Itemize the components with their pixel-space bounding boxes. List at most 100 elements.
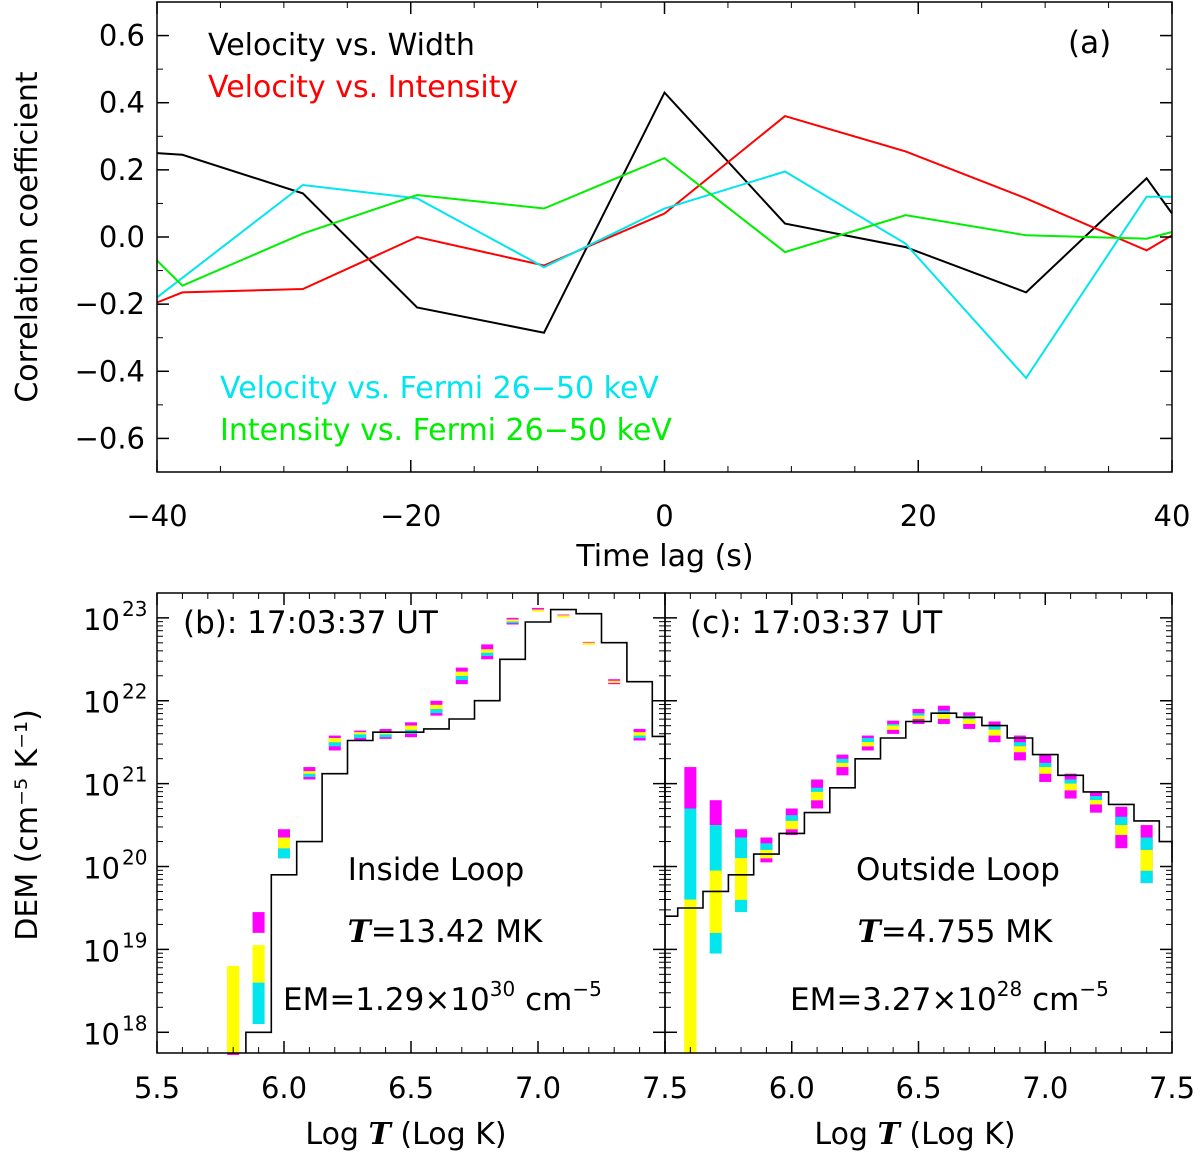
panel-c-xlabel-var: T bbox=[878, 1117, 903, 1152]
dem-error-segment bbox=[303, 773, 316, 777]
ytick-label-1e22: 10 bbox=[83, 686, 120, 720]
dem-error-segment bbox=[709, 800, 722, 826]
dem-error-core bbox=[912, 715, 925, 719]
dem-error-segment bbox=[811, 787, 824, 792]
panel-b-xlabel-suffix: (Log K) bbox=[391, 1117, 507, 1152]
dem-error-segment bbox=[735, 829, 748, 838]
dem-error-segment bbox=[735, 899, 748, 913]
legend-velocity-fermi: Velocity vs. Fermi 26−50 keV bbox=[220, 371, 659, 406]
panel-b-xlabel: Log T (Log K) bbox=[305, 1117, 506, 1152]
panel-b-em-exp: 30 bbox=[490, 977, 515, 1001]
dem-error-core bbox=[354, 732, 367, 735]
ytick-exponent-19: 19 bbox=[122, 928, 147, 952]
dem-error-segment bbox=[328, 742, 341, 747]
panel-c-em: EM=3.27×1028 cm−5 bbox=[790, 977, 1109, 1018]
dem-step-line bbox=[245, 608, 666, 1053]
dem-error-segment bbox=[785, 815, 798, 821]
dem-error-core bbox=[455, 671, 468, 676]
a-ytick-label: 0.4 bbox=[99, 86, 145, 120]
dem-step-line bbox=[665, 712, 1173, 917]
dem-error-core bbox=[1140, 849, 1153, 871]
dem-error-core bbox=[481, 649, 494, 653]
dem-error-segment bbox=[988, 725, 1001, 730]
a-xtick-label: 40 bbox=[1154, 499, 1191, 533]
dem-error-segment bbox=[227, 1053, 240, 1055]
dem-error-core bbox=[1064, 783, 1077, 791]
c-xtick-label: 7.0 bbox=[1022, 1071, 1068, 1105]
dem-error-core bbox=[1089, 800, 1102, 805]
dem-error-core bbox=[811, 791, 824, 801]
a-xtick-label: −40 bbox=[126, 499, 187, 533]
series-line-1 bbox=[156, 114, 1173, 304]
dem-error-core bbox=[861, 742, 874, 747]
legend-velocity-width: Velocity vs. Width bbox=[208, 28, 475, 63]
panel-c-em-unit-exp: −5 bbox=[1079, 977, 1108, 1001]
panel-c-em-exp: 28 bbox=[997, 977, 1022, 1001]
panel-b-t-value: =13.42 MK bbox=[371, 914, 543, 950]
c-xtick-label: 7.5 bbox=[1149, 1071, 1195, 1105]
dem-error-core bbox=[709, 870, 722, 933]
series-line-0 bbox=[156, 90, 1173, 334]
panel-c-em-unit: cm bbox=[1022, 982, 1079, 1018]
dem-error-core bbox=[405, 725, 417, 730]
dem-error-core bbox=[785, 820, 798, 830]
a-ytick-label: −0.4 bbox=[75, 354, 145, 388]
dem-error-core bbox=[1039, 767, 1052, 774]
dem-error-segment bbox=[912, 713, 925, 716]
legend-intensity-fermi: Intensity vs. Fermi 26−50 keV bbox=[220, 413, 672, 448]
ytick-exponent-23: 23 bbox=[122, 597, 147, 621]
panel-c-title: (c): 17:03:37 UT bbox=[690, 605, 943, 641]
b-xtick-label: 6.5 bbox=[388, 1071, 434, 1105]
b-xtick-label: 5.5 bbox=[134, 1071, 180, 1105]
ytick-exponent-20: 20 bbox=[122, 846, 147, 870]
dem-error-core bbox=[506, 619, 519, 622]
a-xtick-label: 20 bbox=[900, 499, 937, 533]
series-line-2 bbox=[156, 170, 1172, 380]
dem-error-segment bbox=[252, 912, 265, 933]
panel-c-xlabel: Log T (Log K) bbox=[814, 1117, 1015, 1152]
dem-error-core bbox=[633, 732, 646, 736]
dem-error-core bbox=[684, 899, 697, 1053]
ytick-exponent-21: 21 bbox=[122, 763, 147, 787]
dem-error-core bbox=[1115, 825, 1128, 836]
panel-c-xlabel-suffix: (Log K) bbox=[900, 1117, 1016, 1152]
panel-b-temperature: T=13.42 MK bbox=[348, 914, 543, 950]
c-xtick-label: 6.5 bbox=[895, 1071, 941, 1105]
a-ytick-label: 0.2 bbox=[99, 153, 145, 187]
ytick-label-1e18: 10 bbox=[83, 1017, 120, 1051]
dem-error-segment bbox=[1013, 742, 1026, 747]
series-line-3 bbox=[156, 156, 1173, 287]
panel-b-title: (b): 17:03:37 UT bbox=[183, 605, 439, 641]
panel-a-ylabel: Correlation coefficient bbox=[10, 71, 45, 403]
dem-error-core bbox=[937, 713, 950, 719]
panel-c-t-value: =4.755 MK bbox=[881, 914, 1053, 950]
panel-b-region: Inside Loop bbox=[348, 852, 525, 888]
dem-error-segment bbox=[633, 735, 646, 739]
ytick-exponent-18: 18 bbox=[122, 1011, 147, 1035]
dem-error-segment bbox=[430, 709, 443, 714]
dem-error-core bbox=[252, 945, 265, 983]
ytick-label-1e20: 10 bbox=[83, 852, 120, 886]
a-ytick-label: 0.0 bbox=[99, 220, 145, 254]
panel-b-t-var: T bbox=[348, 914, 373, 950]
b-xtick-label: 7.0 bbox=[515, 1071, 561, 1105]
dem-error-segment bbox=[684, 808, 697, 900]
a-xtick-label: 0 bbox=[655, 499, 673, 533]
b-xtick-label: 7.5 bbox=[642, 1071, 688, 1105]
dem-error-segment bbox=[455, 675, 468, 681]
panel-c-region: Outside Loop bbox=[856, 852, 1060, 888]
dem-error-segment bbox=[481, 652, 494, 656]
dem-error-core bbox=[303, 771, 316, 774]
panel-b-em-prefix: EM=1.29×10 bbox=[283, 982, 490, 1018]
dem-error-core bbox=[379, 732, 392, 735]
dem-error-core bbox=[963, 718, 976, 724]
dem-error-core bbox=[988, 729, 1001, 736]
dem-error-segment bbox=[684, 767, 697, 809]
dem-error-segment bbox=[760, 843, 773, 850]
panel-a-label: (a) bbox=[1068, 25, 1111, 61]
panel-c-xlabel-prefix: Log bbox=[814, 1117, 877, 1152]
ytick-label-1e19: 10 bbox=[83, 934, 120, 968]
panel-a-xlabel: Time lag (s) bbox=[575, 539, 753, 574]
